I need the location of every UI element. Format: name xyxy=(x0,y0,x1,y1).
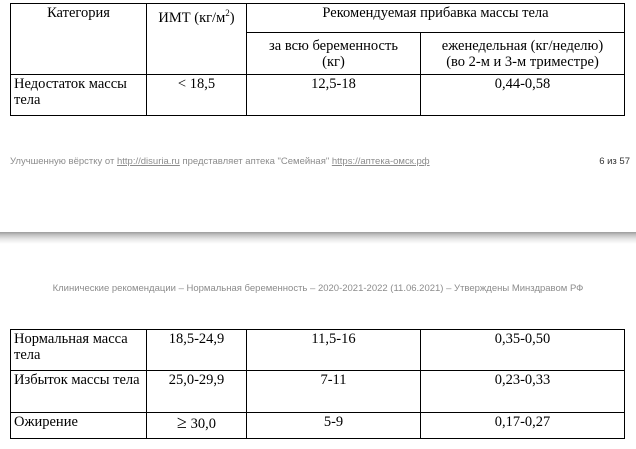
greater-equal-symbol: ≥ xyxy=(177,412,187,432)
cell-bmi-value: 30,0 xyxy=(190,416,216,432)
header-weekly-line1: еженедельная (кг/неделю) xyxy=(441,38,604,54)
cell-bmi: < 18,5 xyxy=(146,74,247,116)
header-recommended-text: Рекомендуемая прибавка массы тела xyxy=(322,5,549,21)
cell-total-gain: 7-11 xyxy=(246,370,421,413)
cell-bmi: ≥ 30,0 xyxy=(146,412,247,439)
cell-weekly-gain: 0,35-0,50 xyxy=(420,329,625,371)
table-row: Избыток массы тела 25,0-29,9 7-11 0,23-0… xyxy=(10,370,625,413)
cell-category: Избыток массы тела xyxy=(10,370,147,413)
cell-bmi: 25,0-29,9 xyxy=(146,370,247,413)
table-row: Недостаток массы тела < 18,5 12,5-18 0,4… xyxy=(10,74,625,116)
header-bmi-sup: 2 xyxy=(225,8,230,18)
cell-total-gain: 12,5-18 xyxy=(246,74,421,116)
page-break-divider xyxy=(0,232,636,244)
header-category: Категория xyxy=(10,3,147,75)
cell-weekly-gain: 0,23-0,33 xyxy=(420,370,625,413)
cell-weekly-gain: 0,17-0,27 xyxy=(420,412,625,439)
cell-bmi: 18,5-24,9 xyxy=(146,329,247,371)
header-weekly: еженедельная (кг/неделю) (во 2-м и 3-м т… xyxy=(420,32,625,75)
footer-link-pharmacy[interactable]: https://аптека-омск.рф xyxy=(331,156,430,167)
header-bmi-text: ИМТ (кг/м xyxy=(158,9,226,26)
page-header: Клинические рекомендации – Нормальная бе… xyxy=(52,283,584,294)
header-whole-pregnancy: за всю беременность (кг) xyxy=(246,32,421,75)
page-footer: Улучшенную вёрстку от http://disuria.ru … xyxy=(10,156,630,170)
table-row: Ожирение ≥ 30,0 5-9 0,17-0,27 xyxy=(10,412,625,439)
footer-prefix: Улучшенную вёрстку от xyxy=(10,156,117,167)
header-whole-line1: за всю беременность xyxy=(269,38,398,54)
table-row: Нормальная масса тела 18,5-24,9 11,5-16 … xyxy=(10,329,625,371)
cell-category: Ожирение xyxy=(10,412,147,439)
cell-total-gain: 11,5-16 xyxy=(246,329,421,371)
weight-gain-table-bottom: Нормальная масса тела 18,5-24,9 11,5-16 … xyxy=(10,329,625,439)
footer-link-disuria[interactable]: http://disuria.ru xyxy=(117,156,180,167)
cell-category: Нормальная масса тела xyxy=(10,329,147,371)
cell-category: Недостаток массы тела xyxy=(10,74,147,116)
header-bmi: ИМТ (кг/м2) xyxy=(146,3,247,75)
header-category-text: Категория xyxy=(47,5,110,21)
weight-gain-table-top: Категория ИМТ (кг/м2) Рекомендуемая приб… xyxy=(10,3,625,116)
footer-middle: представляет аптека "Семейная" xyxy=(179,156,332,167)
cell-total-gain: 5-9 xyxy=(246,412,421,439)
page-number: 6 из 57 xyxy=(599,156,630,167)
header-weekly-line2: (во 2-м и 3-м триместре) xyxy=(446,54,599,70)
header-bmi-suffix: ) xyxy=(229,9,235,26)
cell-weekly-gain: 0,44-0,58 xyxy=(420,74,625,116)
header-whole-line2: (кг) xyxy=(322,54,345,70)
header-recommended-gain: Рекомендуемая прибавка массы тела xyxy=(246,3,625,33)
